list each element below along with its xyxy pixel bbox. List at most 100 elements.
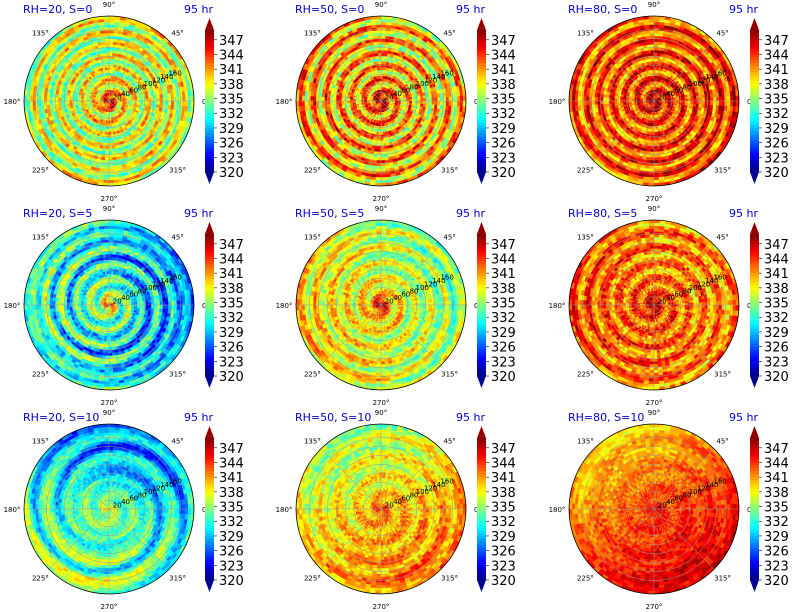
colorbar-max-extend bbox=[205, 222, 214, 234]
colorbar-min-extend bbox=[205, 172, 214, 184]
angle-label: 315° bbox=[169, 575, 186, 583]
angle-label: 45° bbox=[443, 29, 455, 37]
polar-frame bbox=[23, 15, 195, 187]
colorbar-min-extend bbox=[477, 172, 486, 184]
angle-label: 180° bbox=[549, 302, 566, 310]
polar-panel-1: 204060801001201401600°45°90°135°180°225°… bbox=[4, 1, 244, 203]
angular-gridline bbox=[380, 508, 442, 570]
colorbar-tick-label: 341 bbox=[219, 63, 244, 78]
colorbar-min-extend bbox=[750, 376, 759, 388]
colorbar-tick-label: 347 bbox=[764, 238, 789, 253]
colorbar-tick-label: 335 bbox=[491, 93, 516, 108]
angle-label: 315° bbox=[169, 371, 186, 379]
radial-tick-label: 20 bbox=[658, 298, 667, 306]
angle-label: 180° bbox=[4, 302, 21, 310]
radial-tick-label: 140 bbox=[705, 277, 718, 285]
colorbar-max-extend bbox=[477, 18, 486, 30]
colorbar-tick-label: 323 bbox=[764, 355, 789, 370]
colorbar-tick-label: 332 bbox=[491, 515, 516, 530]
radial-tick-label: 80 bbox=[683, 491, 692, 499]
field-4 bbox=[24, 220, 194, 390]
radial-tick-label: 60 bbox=[129, 87, 138, 95]
colorbar-max-extend bbox=[477, 222, 486, 234]
radial-tick-label: 160 bbox=[440, 274, 453, 282]
radial-tick-label: 40 bbox=[393, 498, 402, 506]
colorbar-tick-label: 344 bbox=[491, 48, 516, 63]
radial-tick-label: 20 bbox=[385, 94, 394, 102]
colorbar-tick-label: 338 bbox=[219, 78, 244, 93]
angle-label: 270° bbox=[646, 399, 663, 407]
angle-label: 180° bbox=[276, 506, 293, 514]
angle-label: 315° bbox=[714, 371, 731, 379]
angular-gridline bbox=[320, 40, 382, 102]
radial-tick-label: 140 bbox=[160, 481, 173, 489]
angular-gridline bbox=[108, 304, 170, 366]
angle-label: 45° bbox=[716, 29, 728, 37]
angle-label: 225° bbox=[304, 167, 321, 175]
panel-title: RH=50, S=10 bbox=[295, 411, 371, 424]
panel-time: 95 hr bbox=[184, 207, 213, 220]
polar-panel-7: 204060801001201401600°45°90°135°180°225°… bbox=[4, 409, 244, 611]
angle-label: 45° bbox=[716, 437, 728, 445]
colorbar-tick-label: 326 bbox=[219, 137, 244, 152]
angular-gridline bbox=[653, 508, 715, 570]
colorbar-tick-label: 344 bbox=[491, 252, 516, 267]
colorbar-tick-label: 344 bbox=[219, 252, 244, 267]
colorbar-tick-label: 335 bbox=[491, 297, 516, 312]
colorbar-min-extend bbox=[205, 580, 214, 592]
angle-label: 135° bbox=[32, 29, 49, 37]
angular-gridline bbox=[380, 40, 442, 102]
radial-tick-label: 100 bbox=[144, 488, 157, 496]
colorbar-tick-label: 332 bbox=[219, 311, 244, 326]
colorbar-min-extend bbox=[205, 376, 214, 388]
radial-tick-label: 60 bbox=[674, 87, 683, 95]
angle-label: 135° bbox=[32, 233, 49, 241]
radial-tick-label: 40 bbox=[393, 294, 402, 302]
angular-gridline bbox=[48, 448, 110, 510]
angular-gridline bbox=[108, 40, 170, 102]
angle-label: 270° bbox=[101, 603, 118, 611]
angle-label: 270° bbox=[646, 603, 663, 611]
angle-label: 225° bbox=[577, 167, 594, 175]
colorbar-min-extend bbox=[750, 580, 759, 592]
radial-tick-label: 20 bbox=[113, 298, 122, 306]
colorbar-tick-label: 323 bbox=[219, 355, 244, 370]
colorbar-tick-label: 323 bbox=[219, 151, 244, 166]
colorbar-tick-label: 341 bbox=[764, 471, 789, 486]
colorbar-tick-label: 344 bbox=[764, 252, 789, 267]
radial-tick-label: 20 bbox=[658, 502, 667, 510]
colorbar-min-extend bbox=[477, 376, 486, 388]
angular-gridline bbox=[380, 100, 442, 162]
angle-label: 270° bbox=[646, 195, 663, 203]
polar-panel-6: 204060801001201401600°45°90°135°180°225°… bbox=[549, 205, 789, 407]
angular-gridline bbox=[653, 40, 715, 102]
angular-gridline bbox=[48, 100, 110, 162]
colorbar-tick-label: 323 bbox=[491, 559, 516, 574]
angle-label: 225° bbox=[304, 371, 321, 379]
angle-label: 180° bbox=[549, 98, 566, 106]
colorbar-tick-label: 323 bbox=[219, 559, 244, 574]
colorbar-tick-label: 323 bbox=[764, 151, 789, 166]
colorbar-tick-label: 344 bbox=[219, 456, 244, 471]
colorbar-tick-label: 320 bbox=[491, 370, 516, 385]
angle-label: 45° bbox=[171, 437, 183, 445]
colorbar-tick-label: 329 bbox=[219, 122, 244, 137]
angular-gridline bbox=[108, 508, 170, 570]
colorbar-tick-label: 329 bbox=[764, 530, 789, 545]
colorbar-tick-label: 344 bbox=[219, 48, 244, 63]
angle-label: 90° bbox=[375, 205, 387, 213]
panel-time: 95 hr bbox=[729, 411, 758, 424]
colorbar-tick-label: 341 bbox=[219, 471, 244, 486]
colorbar-tick-label: 341 bbox=[491, 63, 516, 78]
angle-label: 315° bbox=[169, 167, 186, 175]
radial-tick-label: 80 bbox=[410, 287, 419, 295]
angular-gridline bbox=[380, 244, 442, 306]
polar-frame bbox=[295, 15, 467, 187]
colorbar-tick-label: 347 bbox=[491, 34, 516, 49]
radial-tick-label: 60 bbox=[401, 87, 410, 95]
colorbar-tick-label: 326 bbox=[491, 137, 516, 152]
angle-label: 225° bbox=[577, 371, 594, 379]
